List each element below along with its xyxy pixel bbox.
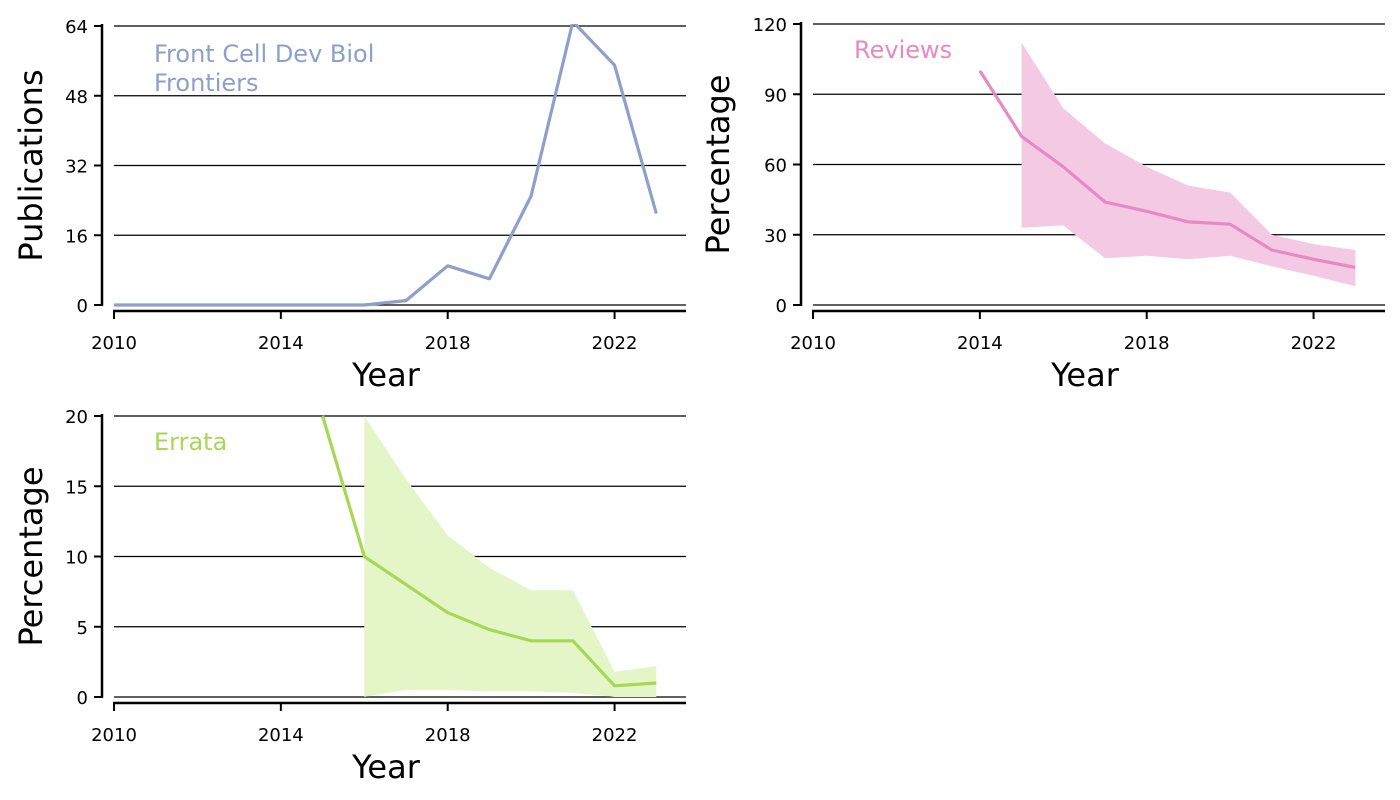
x-tick-label: 2018: [425, 725, 471, 746]
series-line: [978, 69, 1356, 270]
series-line: [114, 24, 658, 307]
x-axis-title: Year: [1050, 356, 1120, 394]
series-annotation: Errata: [154, 428, 227, 456]
y-tick-label: 30: [764, 226, 787, 247]
x-tick-label: 2010: [790, 333, 836, 354]
reviews-panel: 0 30 60 90 120 2010 2014 2018 2022 Year Percentage…: [699, 15, 1385, 394]
x-tick-label: 2018: [1124, 333, 1170, 354]
y-tick-label: 0: [77, 296, 88, 317]
series-annotation: Frontiers: [154, 69, 259, 97]
y-axis-title: Publications: [12, 69, 50, 261]
y-tick-label: 10: [65, 548, 88, 569]
confidence-band: [1021, 42, 1356, 287]
x-tick-label: 2014: [258, 725, 304, 746]
series-line: [321, 415, 657, 688]
y-tick-label: 64: [65, 17, 88, 38]
x-axis-title: Year: [351, 356, 421, 394]
y-axis-title: Percentage: [12, 466, 50, 646]
y-tick-label: 32: [65, 157, 88, 178]
y-tick-label: 48: [65, 87, 88, 108]
y-tick-label: 0: [776, 296, 787, 317]
x-tick-label: 2022: [1291, 333, 1337, 354]
y-tick-label: 16: [65, 226, 88, 247]
y-tick-label: 60: [764, 156, 787, 177]
confidence-band: [364, 416, 657, 697]
x-tick-label: 2014: [957, 333, 1003, 354]
x-tick-label: 2022: [592, 725, 638, 746]
x-tick-label: 2010: [91, 333, 137, 354]
errata-panel: 0 5 10 15 20 2010 2014 2018 2022 Year Percentage Er…: [12, 407, 686, 786]
y-tick-label: 120: [753, 15, 787, 36]
y-tick-label: 5: [77, 618, 88, 639]
y-tick-label: 20: [65, 407, 88, 428]
y-axis-title: Percentage: [699, 74, 737, 254]
series-annotation: Reviews: [854, 36, 952, 64]
series-annotation: Front Cell Dev Biol: [154, 40, 374, 68]
x-axis-title: Year: [351, 748, 421, 786]
x-tick-label: 2014: [258, 333, 304, 354]
y-tick-label: 15: [65, 477, 88, 498]
y-tick-label: 90: [764, 85, 787, 106]
publications-panel: 0 16 32 48 64 2010 2014 2018 2022 Year Publication…: [12, 17, 686, 394]
x-tick-label: 2018: [425, 333, 471, 354]
x-tick-label: 2022: [592, 333, 638, 354]
x-tick-label: 2010: [91, 725, 137, 746]
y-tick-label: 0: [77, 688, 88, 709]
